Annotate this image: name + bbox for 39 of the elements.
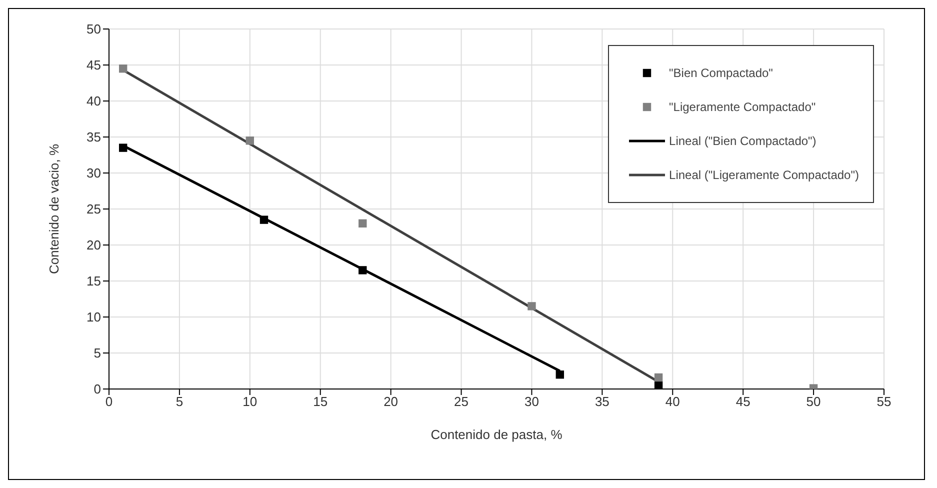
legend-label: Lineal ("Bien Compactado")	[669, 134, 816, 148]
x-axis-title: Contenido de pasta, %	[430, 427, 563, 442]
x-tick-label: 40	[665, 394, 680, 410]
y-tick-label: 25	[86, 202, 101, 217]
x-tick-label: 35	[594, 394, 610, 410]
y-tick-label: 15	[86, 274, 101, 289]
point	[358, 219, 367, 228]
y-axis-title: Contenido de vacio, %	[46, 144, 62, 274]
y-tick-label: 50	[86, 22, 101, 37]
point	[260, 216, 268, 224]
legend-label: "Bien Compactado"	[669, 66, 773, 80]
y-tick-label: 30	[86, 166, 101, 181]
point	[118, 144, 128, 152]
legend-label: Lineal ("Ligeramente Compactado")	[669, 168, 859, 182]
point	[654, 373, 663, 382]
point	[246, 136, 254, 145]
point	[118, 64, 128, 73]
x-tick-label: 25	[454, 394, 469, 410]
point	[556, 370, 564, 379]
y-tick-label: 35	[86, 130, 101, 145]
point	[654, 381, 663, 389]
x-tick-label: 0	[105, 394, 113, 410]
y-tick-label: 10	[86, 310, 101, 325]
x-tick-label: 30	[524, 394, 539, 410]
x-tick-label: 55	[876, 394, 892, 410]
point	[528, 302, 536, 310]
x-tick-label: 5	[176, 394, 184, 410]
y-tick-label: 0	[94, 382, 101, 397]
y-tick-label: 40	[86, 94, 101, 109]
x-tick-label: 20	[384, 394, 398, 410]
point	[358, 266, 367, 274]
y-tick-label: 20	[86, 238, 101, 253]
x-tick-label: 15	[313, 394, 328, 410]
x-tick-label: 50	[806, 394, 821, 410]
x-tick-label: 10	[242, 394, 258, 410]
y-tick-label: 5	[94, 346, 101, 361]
x-tick-label: 45	[736, 394, 750, 410]
y-tick-label: 45	[86, 58, 101, 73]
legend-label: "Ligeramente Compactado"	[669, 100, 816, 114]
